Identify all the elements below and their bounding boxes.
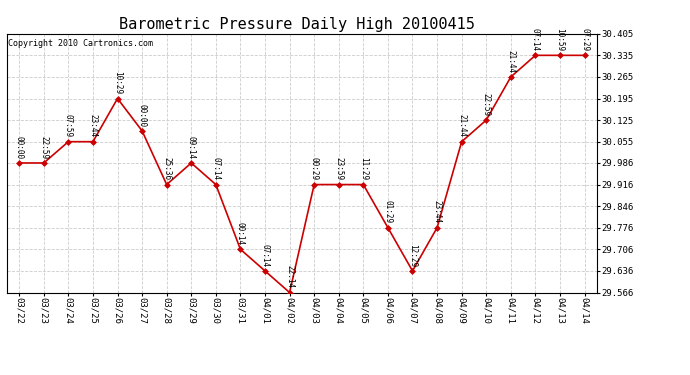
Text: 07:59: 07:59 — [64, 114, 73, 138]
Text: 09:14: 09:14 — [187, 136, 196, 159]
Text: 10:59: 10:59 — [555, 28, 564, 51]
Text: 11:29: 11:29 — [359, 157, 368, 180]
Text: 12:29: 12:29 — [408, 244, 417, 267]
Text: 10:29: 10:29 — [113, 71, 122, 94]
Text: 21:44: 21:44 — [457, 114, 466, 138]
Text: 23:44: 23:44 — [433, 201, 442, 223]
Text: 25:36: 25:36 — [162, 157, 171, 180]
Text: Barometric Pressure Daily High 20100415: Barometric Pressure Daily High 20100415 — [119, 17, 475, 32]
Text: 07:29: 07:29 — [580, 28, 589, 51]
Text: 00:14: 00:14 — [236, 222, 245, 245]
Text: 23:59: 23:59 — [334, 157, 343, 180]
Text: 07:14: 07:14 — [211, 157, 220, 180]
Text: 22:59: 22:59 — [482, 93, 491, 116]
Text: 22:59: 22:59 — [39, 136, 48, 159]
Text: Copyright 2010 Cartronics.com: Copyright 2010 Cartronics.com — [8, 39, 153, 48]
Text: 00:29: 00:29 — [310, 157, 319, 180]
Text: 07:14: 07:14 — [261, 244, 270, 267]
Text: 22:14: 22:14 — [285, 265, 294, 288]
Text: 23:44: 23:44 — [88, 114, 97, 138]
Text: 00:00: 00:00 — [137, 104, 146, 127]
Text: 07:14: 07:14 — [531, 28, 540, 51]
Text: 00:00: 00:00 — [14, 136, 23, 159]
Text: 21:44: 21:44 — [506, 50, 515, 73]
Text: 01:29: 01:29 — [384, 201, 393, 223]
